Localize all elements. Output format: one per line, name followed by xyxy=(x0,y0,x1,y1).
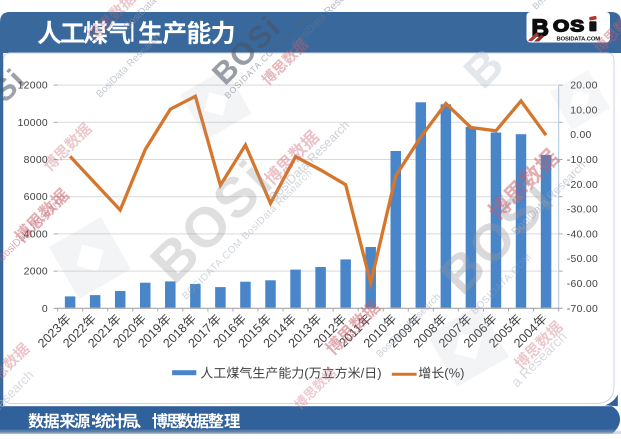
svg-text:-70.00: -70.00 xyxy=(567,304,598,315)
svg-text:8000: 8000 xyxy=(24,155,48,166)
svg-text:0: 0 xyxy=(42,304,48,315)
svg-text:0.00: 0.00 xyxy=(570,130,591,141)
svg-text:BOSIDATA.COM: BOSIDATA.COM xyxy=(557,36,601,42)
svg-text:2000: 2000 xyxy=(24,267,48,278)
svg-text:/: / xyxy=(361,366,365,381)
svg-text:OS: OS xyxy=(553,17,585,35)
svg-text:-10.00: -10.00 xyxy=(567,155,598,166)
svg-text:-60.00: -60.00 xyxy=(567,279,598,290)
svg-text:(: ( xyxy=(304,366,309,381)
svg-text:12000: 12000 xyxy=(18,81,48,92)
svg-text:-40.00: -40.00 xyxy=(567,229,598,240)
svg-text:6000: 6000 xyxy=(24,192,48,203)
svg-text:(%): (%) xyxy=(444,366,464,381)
svg-text:20.00: 20.00 xyxy=(570,81,598,92)
svg-text:4000: 4000 xyxy=(24,229,48,240)
svg-text:10000: 10000 xyxy=(18,118,48,129)
svg-text:-20.00: -20.00 xyxy=(567,180,598,191)
svg-text:-30.00: -30.00 xyxy=(567,205,598,216)
svg-text:-50.00: -50.00 xyxy=(567,254,598,265)
svg-text:): ) xyxy=(377,366,381,381)
svg-text:10.00: 10.00 xyxy=(570,105,598,116)
